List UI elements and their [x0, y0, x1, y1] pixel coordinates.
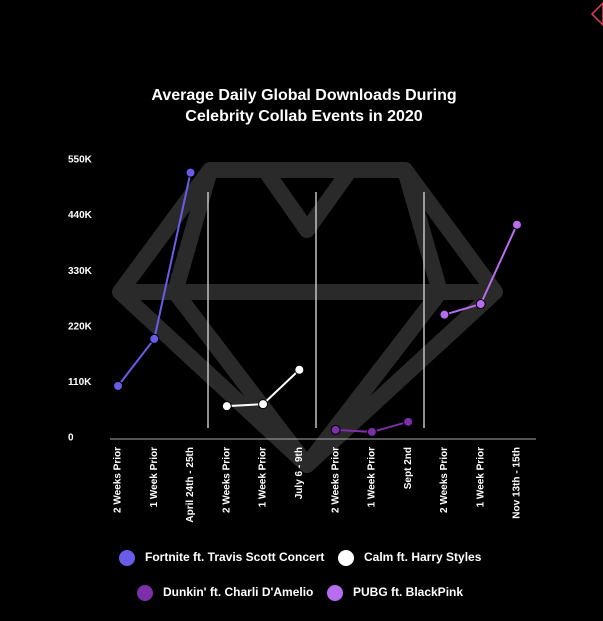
legend-swatch — [338, 550, 354, 566]
y-tick-label: 330K — [68, 266, 93, 277]
x-tick-label: 1 Week Prior — [367, 447, 378, 508]
x-tick-label: 2 Weeks Prior — [439, 447, 450, 513]
y-tick-label: 550K — [68, 155, 93, 166]
data-point — [511, 219, 522, 230]
data-point — [185, 167, 196, 178]
chart-title: Celebrity Collab Events in 2020 — [185, 108, 423, 125]
x-tick-label: 1 Week Prior — [149, 447, 160, 508]
legend-swatch — [327, 585, 343, 601]
data-point — [258, 399, 269, 410]
legend-label: Calm ft. Harry Styles — [364, 550, 482, 564]
x-tick-label: 2 Weeks Prior — [221, 447, 232, 513]
x-tick-label: 1 Week Prior — [475, 447, 486, 508]
data-point — [475, 299, 486, 310]
legend-label: Dunkin' ft. Charli D'Amelio — [163, 585, 313, 599]
x-tick-label: July 6 - 9th — [294, 447, 305, 499]
y-tick-label: 0 — [68, 433, 74, 444]
y-tick-label: 440K — [68, 210, 93, 221]
legend-swatch — [119, 550, 135, 566]
watermark-diamond — [112, 162, 503, 473]
data-point — [366, 426, 377, 437]
corner-icon — [590, 1, 603, 27]
legend-label: Fortnite ft. Travis Scott Concert — [145, 550, 324, 564]
x-tick-label: 1 Week Prior — [258, 447, 269, 508]
y-tick-label: 110K — [68, 377, 92, 388]
legend-swatch — [137, 585, 153, 601]
data-point — [113, 380, 123, 391]
data-point — [294, 364, 305, 375]
x-tick-label: Sept 2nd — [403, 447, 414, 489]
data-point — [403, 416, 414, 427]
data-point — [149, 333, 160, 344]
legend-label: PUBG ft. BlackPink — [353, 585, 463, 599]
x-tick-label: 2 Weeks Prior — [330, 447, 341, 513]
x-tick-label: Nov 13th - 15th — [512, 447, 523, 519]
x-tick-label: April 24th - 25th — [185, 447, 196, 523]
y-tick-label: 220K — [68, 321, 93, 332]
chart-title: Average Daily Global Downloads During — [151, 87, 456, 104]
data-point — [439, 309, 450, 320]
data-point — [330, 424, 341, 435]
data-point — [221, 401, 232, 412]
x-tick-label: 2 Weeks Prior — [113, 447, 124, 513]
